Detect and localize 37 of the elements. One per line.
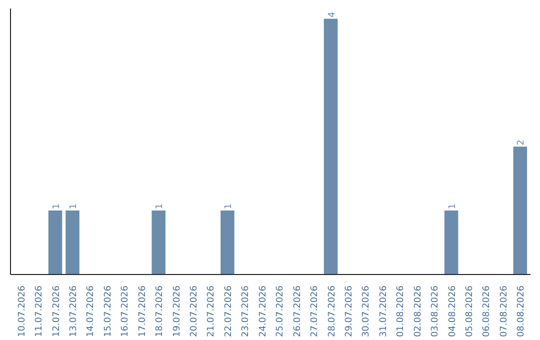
x-tick-label: 08.08.2026	[516, 285, 527, 338]
data-label: 1	[68, 204, 79, 210]
x-tick-label: 17.07.2026	[138, 285, 148, 338]
data-label: 1	[52, 204, 62, 210]
x-tick-label: 23.07.2026	[241, 285, 252, 338]
x-tick-label: 12.07.2026	[52, 285, 62, 338]
x-tick-label: 15.07.2026	[103, 285, 114, 338]
x-tick-label: 19.07.2026	[172, 285, 182, 338]
x-tick-label: 02.08.2026	[413, 285, 424, 338]
x-tick-label: 14.07.2026	[86, 285, 96, 338]
data-label: 2	[516, 140, 527, 146]
data-label: 1	[224, 204, 234, 210]
x-tick-label: 31.07.2026	[378, 285, 389, 338]
x-tick-label: 10.07.2026	[17, 285, 28, 338]
x-tick-label: 05.08.2026	[465, 285, 476, 338]
x-tick-label: 24.07.2026	[258, 285, 268, 338]
x-tick-label: 07.08.2026	[499, 285, 510, 338]
x-tick-label: 18.07.2026	[155, 285, 166, 338]
x-tick-label: 29.07.2026	[344, 285, 354, 338]
x-tick-label: 06.08.2026	[482, 285, 492, 338]
x-tick-label: 21.07.2026	[206, 285, 217, 338]
data-label: 4	[327, 11, 338, 18]
x-tick-label: 11.07.2026	[34, 285, 45, 338]
x-tick-label: 25.07.2026	[276, 285, 286, 338]
x-tick-label: 16.07.2026	[120, 285, 131, 338]
x-tick-label: 27.07.2026	[310, 285, 320, 338]
x-tick-label: 28.07.2026	[327, 285, 338, 338]
x-tick-label: 03.08.2026	[430, 285, 441, 338]
x-tick-label: 01.08.2026	[396, 285, 406, 338]
data-label: 1	[448, 204, 458, 210]
x-tick-label: 22.07.2026	[224, 285, 234, 338]
x-tick-label: 30.07.2026	[362, 285, 372, 338]
x-tick-label: 26.07.2026	[292, 285, 303, 338]
x-tick-label: 13.07.2026	[68, 285, 79, 338]
data-label: 1	[155, 204, 166, 210]
x-tick-label: 20.07.2026	[190, 285, 200, 338]
x-tick-label: 04.08.2026	[448, 285, 458, 338]
